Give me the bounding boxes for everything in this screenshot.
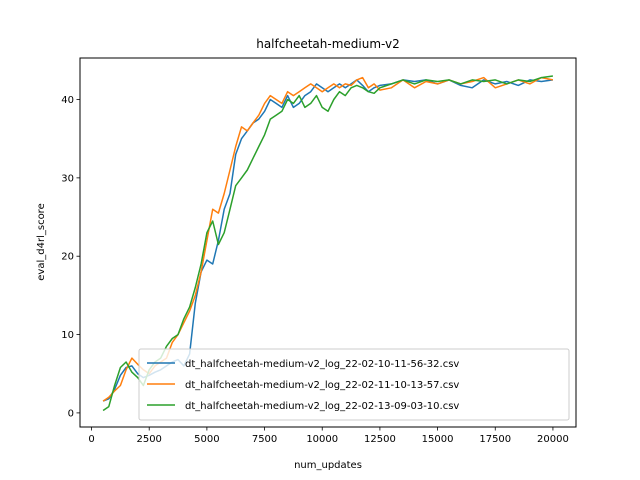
chart-title: halfcheetah-medium-v2 [256, 37, 400, 51]
x-tick-label: 12500 [364, 434, 396, 445]
y-axis-label: eval_d4rl_score [36, 203, 47, 280]
x-tick-label: 0 [88, 434, 94, 445]
y-tick-label: 10 [61, 330, 74, 341]
plot-frame [79, 57, 577, 428]
y-tick-label: 40 [61, 95, 74, 106]
legend: dt_halfcheetah-medium-v2_log_22-02-10-11… [138, 348, 570, 421]
x-axis: 0 2500 5000 7500 10000 12500 15000 17500 20000 [88, 427, 569, 445]
x-tick-label: 20000 [537, 434, 569, 445]
y-axis: 0 10 20 30 40 [61, 95, 80, 419]
x-tick-label: 7500 [252, 434, 277, 445]
legend-entry: dt_halfcheetah-medium-v2_log_22-02-11-10… [185, 380, 459, 391]
x-tick-label: 15000 [422, 434, 454, 445]
legend-entry: dt_halfcheetah-medium-v2_log_22-02-10-11… [185, 359, 459, 370]
x-tick-label: 10000 [306, 434, 338, 445]
x-tick-label: 2500 [136, 434, 161, 445]
legend-box [138, 348, 570, 421]
y-tick-label: 20 [61, 252, 74, 263]
x-tick-label: 5000 [194, 434, 219, 445]
legend-entry: dt_halfcheetah-medium-v2_log_22-02-13-09… [185, 401, 459, 412]
y-tick-label: 0 [68, 408, 74, 419]
y-tick-label: 30 [61, 173, 74, 184]
x-axis-label: num_updates [294, 460, 362, 471]
x-tick-label: 17500 [479, 434, 511, 445]
